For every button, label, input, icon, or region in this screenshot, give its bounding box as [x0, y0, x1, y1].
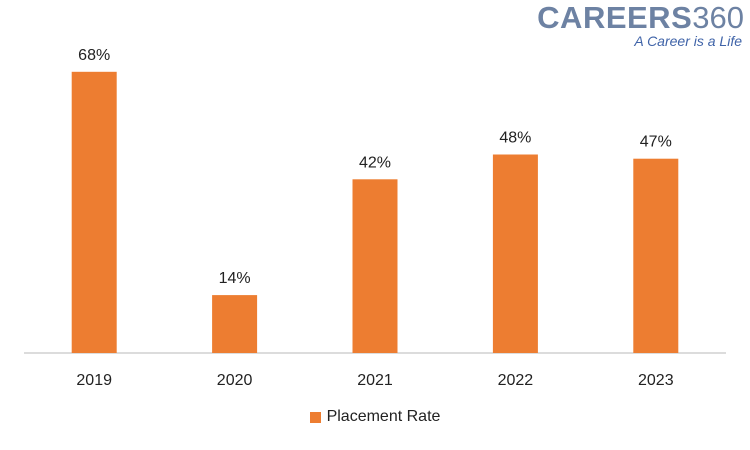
bar-2020	[212, 295, 258, 353]
logo-word: CAREERS	[537, 0, 693, 35]
x-tick-label-2019: 2019	[76, 372, 112, 389]
data-label-2019: 68%	[78, 47, 110, 64]
bar-2023	[633, 158, 679, 353]
x-tick-label-2020: 2020	[217, 372, 253, 389]
chart-legend: Placement Rate	[0, 408, 750, 426]
bar-2019	[71, 71, 117, 354]
bar-2021	[352, 179, 398, 353]
data-label-2023: 47%	[640, 134, 672, 151]
logo-tagline: A Career is a Life	[634, 33, 742, 49]
data-label-2020: 14%	[219, 270, 251, 287]
bar-2022	[492, 154, 538, 353]
legend-label: Placement Rate	[326, 408, 441, 425]
logo-number: 360	[692, 0, 744, 35]
legend-swatch	[309, 411, 321, 423]
x-tick-label-2022: 2022	[498, 372, 534, 389]
careers360-logo: CAREERS360 A Career is a Life	[537, 2, 744, 48]
x-tick-label-2021: 2021	[357, 372, 393, 389]
data-label-2021: 42%	[359, 154, 391, 171]
x-tick-label-2023: 2023	[638, 372, 674, 389]
data-label-2022: 48%	[499, 130, 531, 147]
